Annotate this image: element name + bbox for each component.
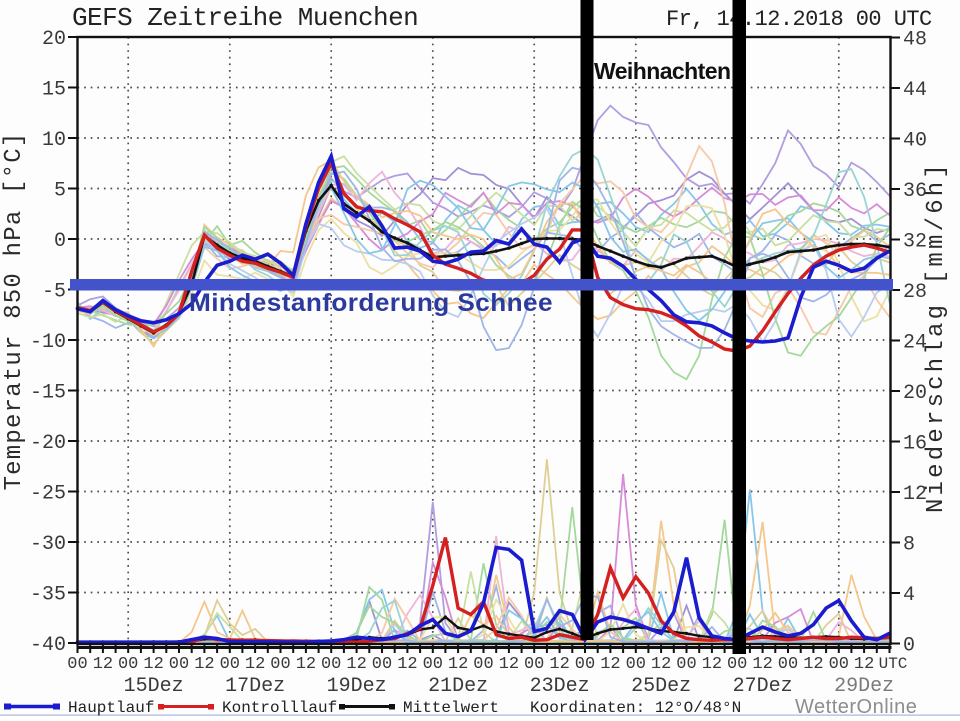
svg-text:12: 12 [600,655,620,674]
svg-text:00: 00 [778,655,798,674]
svg-text:15Dez: 15Dez [124,675,184,698]
svg-text:12: 12 [448,655,468,674]
svg-text:00: 00 [321,655,341,674]
svg-text:12: 12 [651,655,671,674]
svg-text:Weihnachten: Weihnachten [594,58,731,84]
svg-text:00: 00 [67,655,87,674]
svg-text:12: 12 [245,655,265,674]
svg-text:5: 5 [54,180,66,203]
svg-text:-5: -5 [42,281,66,304]
svg-text:Temperatur 850 hPa [°C]: Temperatur 850 hPa [°C] [1,132,28,491]
svg-text:12: 12 [93,655,113,674]
svg-text:29Dez: 29Dez [834,675,894,698]
svg-text:21Dez: 21Dez [428,675,488,698]
svg-text:00: 00 [524,655,544,674]
svg-text:12: 12 [903,483,927,506]
svg-text:8: 8 [903,534,915,557]
svg-text:WetterOnline: WetterOnline [795,696,917,716]
svg-text:16: 16 [903,433,927,456]
svg-text:Niederschlag [mm/6h]: Niederschlag [mm/6h] [923,161,950,513]
svg-text:Mindestanforderung Schnee: Mindestanforderung Schnee [189,289,553,317]
svg-text:Fr, 14.12.2018 00 UTC: Fr, 14.12.2018 00 UTC [666,7,932,32]
svg-text:12: 12 [854,655,874,674]
svg-text:12: 12 [752,655,772,674]
svg-text:00: 00 [270,655,290,674]
svg-text:UTC: UTC [879,655,908,673]
svg-text:GEFS Zeitreihe Muenchen: GEFS Zeitreihe Muenchen [72,3,418,33]
svg-text:19Dez: 19Dez [327,675,387,698]
svg-text:25Dez: 25Dez [631,675,691,698]
svg-text:00: 00 [372,655,392,674]
svg-text:48: 48 [903,29,927,52]
svg-text:-40: -40 [30,634,66,657]
svg-text:20: 20 [42,28,66,51]
svg-text:00: 00 [575,655,595,674]
svg-text:-20: -20 [30,432,66,455]
svg-text:Koordinaten: 12°O/48°N: Koordinaten: 12°O/48°N [530,699,741,716]
svg-text:-35: -35 [30,584,66,607]
svg-text:00: 00 [829,655,849,674]
svg-text:10: 10 [42,129,66,152]
svg-text:00: 00 [118,655,138,674]
svg-text:24: 24 [903,332,927,355]
svg-text:-15: -15 [30,382,66,405]
svg-text:00: 00 [727,655,747,674]
svg-text:12: 12 [499,655,519,674]
svg-text:0: 0 [54,230,66,253]
svg-text:-25: -25 [30,483,66,506]
svg-text:0: 0 [903,635,915,658]
svg-text:-10: -10 [30,331,66,354]
svg-text:4: 4 [903,584,915,607]
svg-text:Mittelwert: Mittelwert [403,699,499,716]
svg-text:00: 00 [473,655,493,674]
svg-text:00: 00 [626,655,646,674]
svg-text:12: 12 [397,655,417,674]
svg-text:00: 00 [676,655,696,674]
svg-text:12: 12 [143,655,163,674]
svg-text:00: 00 [169,655,189,674]
svg-text:28: 28 [903,281,927,304]
svg-text:27Dez: 27Dez [733,675,793,698]
svg-text:36: 36 [903,180,927,203]
svg-text:44: 44 [903,79,927,102]
svg-text:12: 12 [549,655,569,674]
svg-text:20: 20 [903,382,927,405]
svg-text:12: 12 [296,655,316,674]
svg-text:00: 00 [220,655,240,674]
svg-text:Hauptlauf: Hauptlauf [68,699,154,716]
svg-text:12: 12 [194,655,214,674]
svg-text:12: 12 [803,655,823,674]
svg-text:17Dez: 17Dez [225,675,285,698]
svg-text:12: 12 [346,655,366,674]
svg-text:32: 32 [903,231,927,254]
svg-text:23Dez: 23Dez [530,675,590,698]
svg-text:15: 15 [42,79,66,102]
svg-text:40: 40 [903,130,927,153]
svg-text:Kontrolllauf: Kontrolllauf [222,699,337,716]
svg-text:00: 00 [423,655,443,674]
svg-text:-30: -30 [30,533,66,556]
svg-text:12: 12 [702,655,722,674]
